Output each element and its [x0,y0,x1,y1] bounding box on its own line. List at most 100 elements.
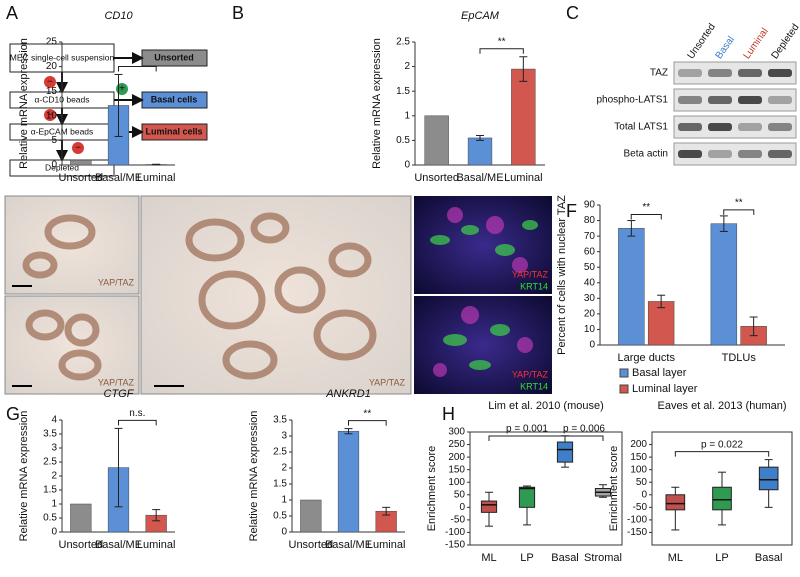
y-tick-label: 50 [584,262,596,273]
y-tick-label: 150 [448,464,465,475]
significance-bracket [674,451,770,457]
y-tick-label: 1.5 [396,86,410,97]
panel-letter: F [566,201,577,221]
blot-row-label: TAZ [650,68,668,79]
blot-row-label: Beta actin [624,149,668,160]
y-axis-label: Percent of cells with nuclear TAZ [556,195,568,355]
chart-title: CD10 [104,10,133,22]
y-tick-label: -150 [445,540,465,551]
y-tick-label: 30 [584,293,596,304]
y-tick-label: 5 [51,135,57,146]
y-tick-label: 2 [51,471,57,482]
y-tick-label: 100 [630,464,647,475]
chart-title: CTGF [104,388,135,400]
chart-title: Eaves et al. 2013 (human) [657,400,786,412]
x-tick-label: Basal [755,552,783,564]
y-tick-label: 0 [281,527,287,538]
plot-frame [469,431,623,546]
y-tick-label: 300 [448,427,465,438]
y-axis-label: Relative mRNA expression [371,38,383,169]
y-tick-label: -50 [451,515,466,526]
x-tick-label: LP [520,552,533,564]
blot-band [708,150,732,158]
y-tick-label: 150 [630,452,647,463]
y-tick-label: 250 [448,439,465,450]
x-tick-label: TDLUs [722,352,757,364]
blot-band [768,96,792,104]
blot-band [768,150,792,158]
x-tick-label: Large ducts [618,352,676,364]
x-tick-label: Basal/ME [95,172,142,184]
y-tick-label: 70 [584,231,596,242]
stain-label: YAP/TAZ [98,277,135,287]
blot-band [678,150,702,158]
blot-band [738,123,762,131]
stain-label: YAP/TAZ [98,377,135,387]
legend-label: Luminal layer [632,383,698,395]
y-tick-label: 200 [630,439,647,450]
significance-bracket [118,419,157,426]
y-tick-label: 3.5 [43,429,57,440]
bar [70,159,92,166]
blot-strip [673,142,797,166]
flow-output: Unsorted [154,52,194,62]
x-tick-label: ML [668,552,683,564]
significance-bracket [479,48,524,54]
y-tick-label: 20 [46,61,58,72]
flow-step: Depleted [45,162,79,172]
y-tick-label: 2.5 [396,37,410,48]
flow-sign: − [47,110,53,121]
chart-title: ANKRD1 [325,388,371,400]
bar [337,430,360,533]
y-axis-label: Enrichment score [426,446,438,532]
y-tick-label: 1 [404,110,410,121]
x-tick-label: Unsorted [59,539,104,551]
y-tick-label: 80 [584,215,596,226]
box [480,500,498,513]
significance-label: n.s. [129,408,145,419]
y-axis-label: Relative mRNA expression [248,411,260,542]
x-tick-label: Basal/ME [456,172,503,184]
panel-letter: G [6,404,20,424]
y-tick-label: 2 [281,463,287,474]
y-tick-label: 10 [584,324,596,335]
blot-band [738,96,762,104]
y-tick-label: 25 [46,37,58,48]
significance-bracket [630,214,662,220]
blot-strip [673,88,797,112]
y-tick-label: 10 [46,110,58,121]
y-tick-label: 1.5 [273,479,287,490]
y-tick-label: 200 [448,452,465,463]
y-tick-label: 0 [51,160,57,171]
flow-sign: + [119,84,125,95]
stain-label: YAP/TAZ [512,269,549,279]
blot-band [708,123,732,131]
stain-label: YAP/TAZ [369,377,406,387]
chart-title: Lim et al. 2010 (mouse) [488,400,604,412]
stain-label: KRT14 [520,281,548,291]
x-tick-label: Basal/ME [95,539,142,551]
blot-band [678,123,702,131]
x-tick-label: Basal/ME [325,539,372,551]
x-tick-label: Luminal [504,172,543,184]
y-tick-label: 60 [584,246,596,257]
significance-label: ** [498,36,506,47]
significance-bracket [488,435,566,441]
significance-label: p = 0.006 [563,424,605,435]
y-tick-label: 1 [51,499,57,510]
fluorescence: YAP/TAZ KRT14 YAP/TAZ KRT14 [414,196,552,394]
y-tick-label: 40 [584,277,596,288]
blot-band [678,96,702,104]
y-tick-label: 0.5 [43,513,57,524]
flow-output: Basal cells [151,94,198,104]
legend-swatch [619,384,629,394]
y-tick-label: 0 [404,160,410,171]
x-tick-label: Unsorted [59,172,104,184]
y-tick-label: 1 [281,495,287,506]
y-tick-label: -50 [633,502,648,513]
bar [710,223,738,346]
x-tick-label: Unsorted [289,539,334,551]
x-tick-label: Luminal [367,539,406,551]
y-tick-label: 50 [636,477,648,488]
